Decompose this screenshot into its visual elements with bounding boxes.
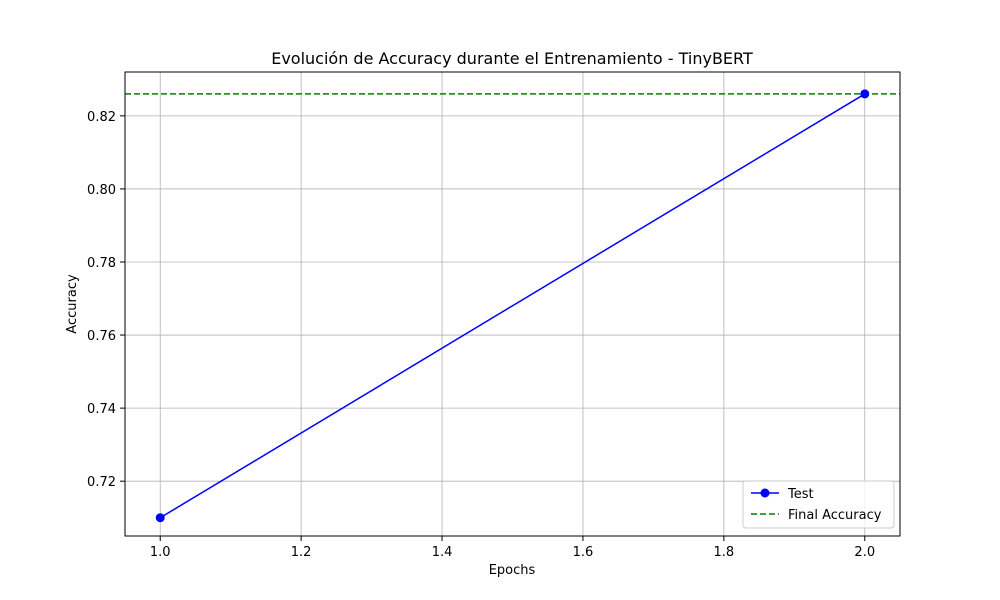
y-tick-label: 0.82 xyxy=(87,110,116,125)
legend-test-label: Test xyxy=(787,487,814,502)
x-tick-label: 1.8 xyxy=(714,545,735,560)
legend-final-accuracy-label: Final Accuracy xyxy=(788,508,882,523)
chart-title: Evolución de Accuracy durante el Entrena… xyxy=(271,49,753,68)
y-axis-label: Accuracy xyxy=(65,274,80,334)
x-tick-label: 2.0 xyxy=(854,545,875,560)
x-axis-ticks: 1.0 1.2 1.4 1.6 1.8 2.0 xyxy=(150,536,875,560)
data-series xyxy=(155,89,870,523)
legend-box xyxy=(742,480,895,529)
x-tick-label: 1.2 xyxy=(291,545,312,560)
test-data-point xyxy=(860,89,870,99)
x-tick-label: 1.0 xyxy=(150,545,171,560)
x-tick-label: 1.6 xyxy=(573,545,594,560)
x-axis-label: Epochs xyxy=(489,563,536,578)
x-tick-label: 1.4 xyxy=(432,545,453,560)
y-tick-label: 0.74 xyxy=(87,402,116,417)
test-series-line xyxy=(159,93,866,519)
plot-frame xyxy=(124,71,901,537)
plot-area xyxy=(125,72,900,536)
legend: Test Final Accuracy xyxy=(742,480,895,529)
test-data-point xyxy=(155,513,165,523)
y-axis-ticks: 0.72 0.74 0.76 0.78 0.80 0.82 xyxy=(87,110,125,490)
y-tick-label: 0.76 xyxy=(87,329,116,344)
legend-test-marker-swatch xyxy=(760,488,770,498)
y-tick-label: 0.72 xyxy=(87,475,116,490)
y-tick-label: 0.78 xyxy=(87,256,116,271)
y-tick-label: 0.80 xyxy=(87,183,116,198)
